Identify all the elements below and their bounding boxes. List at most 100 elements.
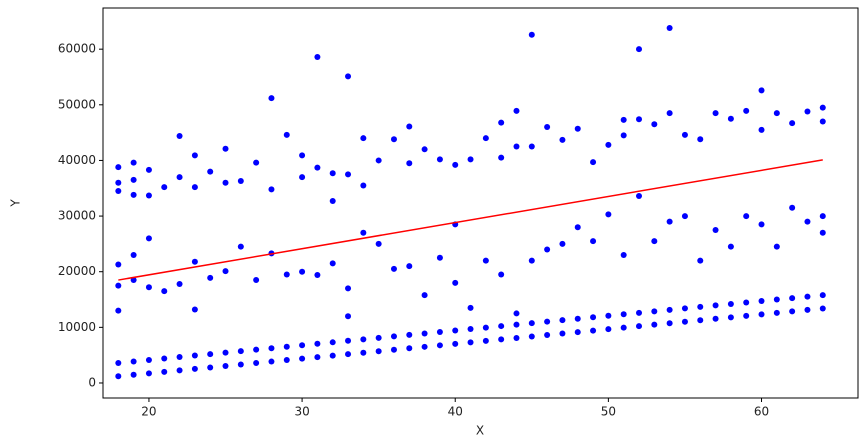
point [314,354,321,361]
x-tick-label: 20 [141,405,156,419]
point [329,339,336,346]
point [253,360,260,367]
point [145,192,152,199]
point [329,260,336,267]
point [651,238,658,245]
point [681,305,688,312]
point [651,321,658,328]
point [452,340,459,347]
point [544,246,551,253]
point [115,373,122,380]
point [283,343,290,350]
point [345,171,352,178]
point [620,132,627,139]
point [314,340,321,347]
point [590,327,597,334]
point [268,358,275,365]
point [314,272,321,279]
point [758,221,765,228]
point [727,115,734,122]
point [544,318,551,325]
point [191,258,198,265]
point [528,143,535,150]
point [191,184,198,191]
point [620,311,627,318]
point [130,191,137,198]
point [819,104,826,111]
point [727,300,734,307]
point [559,136,566,143]
y-tick-label: 20000 [58,264,96,278]
point [636,116,643,123]
point [207,351,214,358]
point [712,302,719,309]
point [299,355,306,362]
point [758,311,765,318]
point [559,240,566,247]
point [222,349,229,356]
point [375,348,382,355]
point [145,370,152,377]
point [819,118,826,125]
x-tick-label: 30 [294,405,309,419]
point [697,303,704,310]
point [161,288,168,295]
point [222,145,229,152]
point [345,285,352,292]
point [620,252,627,259]
point [590,238,597,245]
point [115,179,122,186]
point [237,178,244,185]
point [513,107,520,114]
point [130,176,137,183]
point [161,184,168,191]
fit-line [118,159,823,281]
point [697,136,704,143]
point [421,146,428,153]
point [421,343,428,350]
point [467,156,474,163]
point [482,135,489,142]
point [819,292,826,299]
point [605,141,612,148]
point [421,292,428,299]
point [467,339,474,346]
point [605,312,612,319]
point [727,314,734,321]
point [329,352,336,359]
point [590,159,597,166]
point [773,309,780,316]
point [666,110,673,117]
point [498,323,505,330]
point [758,126,765,133]
point [498,154,505,161]
point [513,310,520,317]
y-tick-label: 60000 [58,42,96,56]
point [636,46,643,53]
point [436,254,443,261]
point [452,279,459,286]
point [636,323,643,330]
point [590,314,597,321]
point [360,182,367,189]
point [222,179,229,186]
point [390,136,397,143]
point [390,346,397,353]
point [528,257,535,264]
point [513,321,520,328]
y-axis-label: Y [9,199,23,208]
point [299,152,306,159]
point [207,274,214,281]
y-tick-label: 30000 [58,209,96,223]
point [528,320,535,327]
point [574,224,581,231]
point [574,125,581,132]
point [237,361,244,368]
point [819,229,826,236]
point [130,358,137,365]
point [544,124,551,131]
point [161,355,168,362]
point [345,337,352,344]
point [559,330,566,337]
point [115,359,122,366]
